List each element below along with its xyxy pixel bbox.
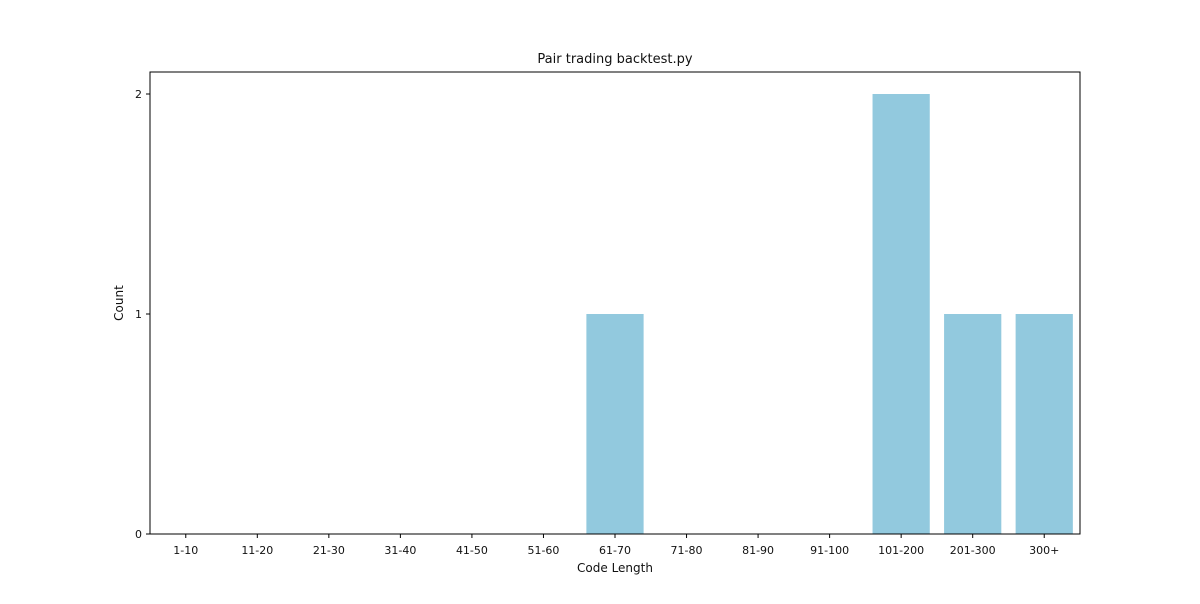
x-axis-label: Code Length [577, 561, 653, 575]
y-axis: 0 1 2 [135, 88, 150, 541]
chart-title: Pair trading backtest.py [537, 52, 692, 67]
x-tick-label: 101-200 [878, 544, 924, 557]
x-tick-label: 71-80 [671, 544, 703, 557]
bars-layer [586, 94, 1073, 534]
x-tick-label: 201-300 [950, 544, 996, 557]
x-tick-label: 41-50 [456, 544, 488, 557]
x-tick-label: 300+ [1029, 544, 1059, 557]
x-tick-label: 51-60 [527, 544, 559, 557]
y-tick-label: 0 [135, 528, 142, 541]
bar-201-300 [944, 314, 1002, 534]
y-axis-label: Count [112, 285, 126, 321]
x-tick-label: 11-20 [241, 544, 273, 557]
x-tick-label: 61-70 [599, 544, 631, 557]
x-tick-label: 31-40 [384, 544, 416, 557]
x-tick-label: 1-10 [173, 544, 198, 557]
x-axis: 1-10 11-20 21-30 31-40 41-50 51-60 61-70 71-80 8… [173, 534, 1059, 557]
x-tick-label: 21-30 [313, 544, 345, 557]
bar-61-70 [586, 314, 644, 534]
bar-300+ [1015, 314, 1073, 534]
x-tick-label: 81-90 [742, 544, 774, 557]
y-tick-label: 2 [135, 88, 142, 101]
y-tick-label: 1 [135, 308, 142, 321]
x-tick-label: 91-100 [810, 544, 849, 557]
bar-101-200 [872, 94, 930, 534]
